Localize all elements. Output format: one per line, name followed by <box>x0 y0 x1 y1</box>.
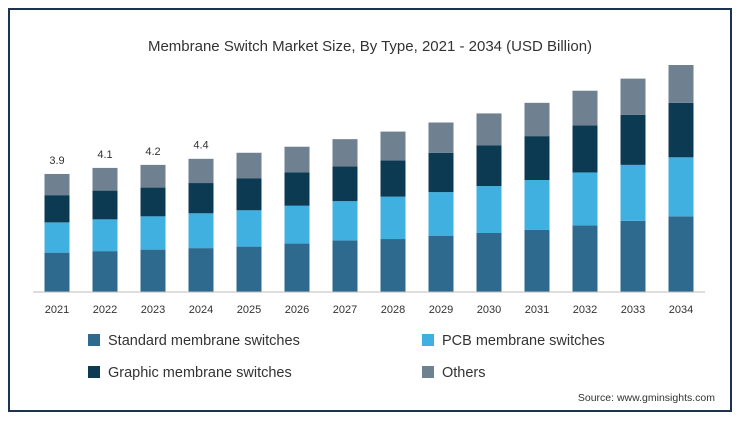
bar-segment <box>284 172 310 206</box>
bar-segment <box>524 136 550 181</box>
bar-segment <box>476 232 502 292</box>
bar-segment <box>332 139 358 167</box>
legend-label: Others <box>442 365 486 381</box>
x-tick-label: 2026 <box>285 304 309 316</box>
bar-segment <box>284 146 310 173</box>
legend-marker <box>422 366 434 378</box>
legend-marker <box>422 334 434 346</box>
bar-segment <box>44 195 70 223</box>
bar-segment <box>380 160 406 197</box>
bar-segment <box>524 229 550 292</box>
x-tick-label: 2021 <box>45 304 69 316</box>
x-tick-label: 2032 <box>573 304 597 316</box>
total-label: 4.2 <box>145 146 160 158</box>
bar-segment <box>332 166 358 202</box>
bar-segment <box>476 145 502 187</box>
bar-segment <box>428 236 454 292</box>
bar-segment <box>572 225 598 292</box>
legend-label: PCB membrane switches <box>442 333 605 349</box>
bar-segment <box>572 90 598 126</box>
x-tick-label: 2023 <box>141 304 165 316</box>
bar-segment <box>284 205 310 244</box>
x-tick-label: 2024 <box>189 304 213 316</box>
x-tick-label: 2022 <box>93 304 117 316</box>
x-tick-label: 2031 <box>525 304 549 316</box>
bar-segment <box>188 213 214 249</box>
bar-segment <box>44 222 70 253</box>
legend-marker <box>88 366 100 378</box>
x-tick-label: 2027 <box>333 304 357 316</box>
bar-segment <box>188 248 214 292</box>
bar-segment <box>284 243 310 292</box>
bar-segment <box>140 249 166 292</box>
bar-segment <box>236 178 262 211</box>
legend-label: Graphic membrane switches <box>108 365 292 381</box>
x-tick-label: 2034 <box>669 304 693 316</box>
total-label: 4.1 <box>97 149 112 161</box>
bar-segment <box>380 196 406 240</box>
bar-segment <box>524 102 550 137</box>
legend-label: Standard membrane switches <box>108 333 300 349</box>
bar-segment <box>428 122 454 153</box>
x-tick-label: 2029 <box>429 304 453 316</box>
x-tick-label: 2030 <box>477 304 501 316</box>
bar-segment <box>476 186 502 233</box>
bar-segment <box>140 164 166 188</box>
bar-segment <box>428 192 454 237</box>
bar-segment <box>236 210 262 247</box>
bar-segment <box>380 239 406 292</box>
bar-segment <box>236 152 262 179</box>
bar-segment <box>44 252 70 292</box>
chart-title: Membrane Switch Market Size, By Type, 20… <box>148 38 592 55</box>
bar-segment <box>572 125 598 173</box>
bar-segment <box>572 172 598 226</box>
bar-segment <box>428 152 454 193</box>
bar-segment <box>188 183 214 214</box>
bar-segment <box>620 220 646 292</box>
bar-segment <box>92 167 118 191</box>
bar-segment <box>92 219 118 252</box>
legend-marker <box>88 334 100 346</box>
bar-segment <box>380 131 406 161</box>
bar-segment <box>140 187 166 217</box>
bar-segment <box>668 157 694 217</box>
x-tick-label: 2025 <box>237 304 261 316</box>
bar-segment <box>620 78 646 115</box>
bar-segment <box>188 158 214 184</box>
bar-segment <box>620 164 646 221</box>
x-tick-label: 2028 <box>381 304 405 316</box>
bar-segment <box>332 240 358 292</box>
bar-segment <box>92 251 118 292</box>
bar-segment <box>44 173 70 196</box>
bar-segment <box>236 246 262 292</box>
bar-segment <box>92 190 118 220</box>
x-tick-label: 2033 <box>621 304 645 316</box>
frame <box>8 8 732 412</box>
bar-segment <box>524 180 550 230</box>
bar-segment <box>668 65 694 103</box>
total-label: 3.9 <box>49 155 64 167</box>
bar-segment <box>140 216 166 250</box>
bar-segment <box>668 102 694 158</box>
bar-segment <box>668 216 694 292</box>
bar-segment <box>332 201 358 241</box>
total-label: 4.4 <box>193 140 208 152</box>
bar-segment <box>620 114 646 165</box>
source: Source: www.gminsights.com <box>578 392 715 404</box>
bar-segment <box>476 113 502 146</box>
